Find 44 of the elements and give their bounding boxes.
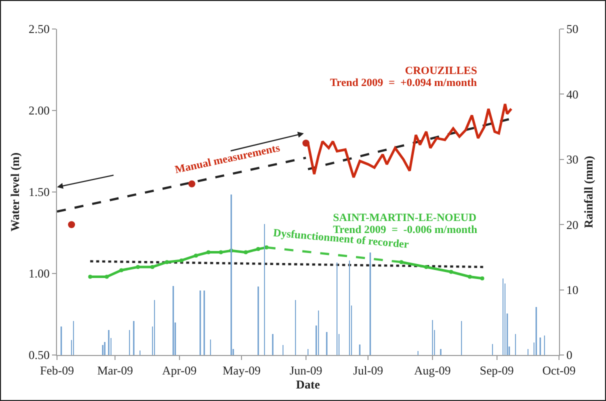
point (164, 260, 169, 264)
text: CROUZILLES (405, 65, 478, 77)
point (480, 276, 484, 280)
point (68, 221, 76, 228)
y-tick-label: 0.50 (28, 348, 50, 362)
point (150, 264, 154, 269)
x-axis-title: Date (296, 377, 321, 392)
x-tick-label: Feb-09 (40, 363, 74, 378)
point (136, 264, 140, 269)
y2-tick-label: 10 (566, 283, 578, 297)
point (449, 270, 454, 274)
point (256, 247, 260, 252)
text: SAINT-MARTIN-LE-NOEUD (333, 212, 476, 224)
point (188, 180, 196, 188)
x-tick-label: Sep-09 (480, 363, 514, 378)
y-tick-label: 2.00 (28, 104, 50, 118)
y-tick-label: 1.00 (28, 266, 50, 281)
x-tick-label: Apr-09 (162, 363, 197, 378)
point (88, 274, 92, 279)
x-tick-label: Jul-09 (353, 363, 384, 378)
annotation: Trend 2009 = +0.094 m/month (330, 77, 477, 89)
point (218, 250, 223, 254)
point (179, 258, 184, 262)
point (194, 254, 198, 258)
y2-tick-label: 50 (566, 22, 578, 36)
point (104, 274, 109, 279)
y2-axis-title: Rainfall (mm) (581, 156, 596, 228)
x-tick-label: Jun-09 (290, 363, 322, 378)
x-tick-label: Mar-09 (97, 363, 133, 378)
x-tick-label: Aug-09 (414, 363, 451, 378)
y2-tick-label: 30 (566, 152, 578, 167)
point (424, 264, 428, 269)
y-tick-label: 2.50 (28, 22, 50, 36)
point (468, 274, 472, 279)
y2-tick-label: 0 (566, 348, 572, 362)
point (119, 268, 124, 272)
y-axis-title: Water level (m) (8, 152, 22, 232)
x-tick-label: Oct-09 (542, 363, 576, 378)
point (244, 250, 248, 254)
point (206, 250, 210, 254)
y-tick-label: 1.50 (28, 185, 50, 200)
x-tick-label: May-09 (222, 363, 261, 378)
y2-tick-label: 20 (566, 218, 578, 232)
y2-tick-label: 40 (566, 87, 578, 102)
